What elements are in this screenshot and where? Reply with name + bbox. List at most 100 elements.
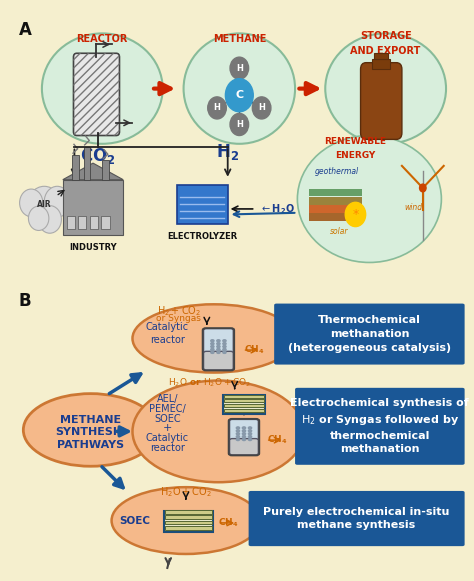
Text: $\mathbf{CH_4}$: $\mathbf{CH_4}$ — [267, 434, 288, 446]
Circle shape — [237, 433, 239, 435]
Bar — [165, 515, 212, 519]
FancyBboxPatch shape — [229, 419, 258, 443]
FancyBboxPatch shape — [229, 439, 258, 455]
Bar — [224, 394, 264, 397]
Text: solar: solar — [330, 227, 348, 235]
Circle shape — [223, 343, 226, 345]
Circle shape — [223, 352, 226, 353]
Text: STORAGE: STORAGE — [360, 31, 411, 41]
Circle shape — [38, 206, 62, 233]
Circle shape — [230, 57, 248, 79]
Text: wind: wind — [404, 203, 423, 211]
Text: $\mathrm{H_2 + CO_2}$: $\mathrm{H_2 + CO_2}$ — [157, 304, 201, 318]
Circle shape — [242, 427, 246, 429]
Text: $\mathbf{CO_2}$: $\mathbf{CO_2}$ — [80, 146, 115, 166]
Text: +: + — [163, 424, 172, 433]
Text: H: H — [236, 64, 243, 73]
Text: PATHWAYS: PATHWAYS — [57, 440, 124, 450]
Bar — [63, 180, 123, 235]
Text: or Syngas: or Syngas — [156, 314, 201, 324]
Ellipse shape — [325, 33, 446, 144]
Text: Catalytic
reactor: Catalytic reactor — [146, 322, 189, 345]
Bar — [72, 155, 79, 180]
Ellipse shape — [111, 487, 260, 554]
Circle shape — [217, 349, 220, 350]
Circle shape — [242, 439, 246, 440]
Circle shape — [237, 436, 239, 437]
Text: Catalytic: Catalytic — [146, 433, 189, 443]
Circle shape — [248, 439, 252, 440]
Text: $\mathbf{CH_4}$: $\mathbf{CH_4}$ — [244, 344, 264, 356]
Circle shape — [217, 346, 220, 347]
Bar — [224, 399, 264, 402]
Text: RENEWABLE: RENEWABLE — [324, 137, 386, 145]
FancyBboxPatch shape — [361, 63, 402, 139]
Text: Purely electrochemical in-situ
methane synthesis: Purely electrochemical in-situ methane s… — [264, 507, 450, 530]
Circle shape — [28, 206, 49, 231]
Circle shape — [223, 349, 226, 350]
FancyBboxPatch shape — [203, 352, 233, 370]
Text: AEL/: AEL/ — [156, 394, 178, 404]
FancyBboxPatch shape — [203, 329, 233, 356]
Bar — [309, 213, 363, 221]
Ellipse shape — [42, 33, 163, 144]
Ellipse shape — [297, 135, 441, 263]
Text: geothermal: geothermal — [315, 167, 359, 176]
FancyBboxPatch shape — [73, 53, 119, 135]
Ellipse shape — [132, 304, 295, 372]
Circle shape — [242, 433, 246, 435]
Circle shape — [217, 343, 220, 345]
Bar — [165, 521, 212, 525]
Bar — [66, 216, 75, 229]
Bar — [101, 216, 109, 229]
Ellipse shape — [23, 394, 158, 466]
Text: reactor: reactor — [150, 443, 185, 453]
Circle shape — [248, 430, 252, 432]
Text: SOEC: SOEC — [119, 515, 150, 526]
Text: $\mathbf{H_2}$: $\mathbf{H_2}$ — [216, 142, 239, 162]
Circle shape — [208, 97, 226, 119]
Bar — [165, 526, 212, 530]
Bar — [223, 395, 265, 414]
Circle shape — [248, 436, 252, 437]
Circle shape — [211, 343, 214, 345]
Text: METHANE: METHANE — [213, 34, 266, 44]
Circle shape — [237, 430, 239, 432]
FancyBboxPatch shape — [2, 284, 472, 576]
Text: INDUSTRY: INDUSTRY — [69, 243, 117, 252]
Bar — [102, 160, 109, 180]
Text: REACTOR: REACTOR — [77, 34, 128, 44]
Text: *: * — [352, 208, 358, 221]
Circle shape — [211, 349, 214, 350]
Text: $\mathbf{CH_4}$: $\mathbf{CH_4}$ — [219, 517, 239, 529]
Text: $\leftarrow\mathbf{H_2O}$: $\leftarrow\mathbf{H_2O}$ — [260, 202, 295, 216]
Circle shape — [252, 97, 271, 119]
Bar — [164, 511, 213, 532]
Circle shape — [217, 340, 220, 342]
Ellipse shape — [183, 33, 295, 144]
Ellipse shape — [132, 381, 304, 482]
Circle shape — [226, 78, 253, 112]
Circle shape — [27, 187, 62, 228]
Circle shape — [44, 187, 70, 217]
Bar — [224, 404, 264, 407]
Bar — [372, 59, 390, 69]
Circle shape — [223, 346, 226, 347]
Bar — [165, 510, 212, 514]
Text: PEMEC/: PEMEC/ — [149, 404, 186, 414]
Text: ELECTROLYZER: ELECTROLYZER — [167, 232, 237, 241]
Text: H: H — [258, 103, 265, 112]
Bar — [309, 188, 363, 196]
Circle shape — [211, 352, 214, 353]
Circle shape — [248, 433, 252, 435]
Circle shape — [223, 340, 226, 342]
Text: H: H — [236, 120, 243, 129]
Text: $\mathrm{H_2O}$ or $\mathrm{H_2O + CO_2}$: $\mathrm{H_2O}$ or $\mathrm{H_2O + CO_2}… — [167, 376, 251, 389]
Text: A: A — [18, 21, 32, 40]
Text: Thermochemical
methanation
(heterogeneous catalysis): Thermochemical methanation (heterogeneou… — [288, 315, 451, 353]
Text: $\mathrm{H_2O + CO_2}$: $\mathrm{H_2O + CO_2}$ — [160, 486, 212, 499]
Bar — [374, 53, 388, 59]
FancyBboxPatch shape — [248, 491, 465, 546]
Circle shape — [419, 184, 426, 192]
Circle shape — [211, 346, 214, 347]
